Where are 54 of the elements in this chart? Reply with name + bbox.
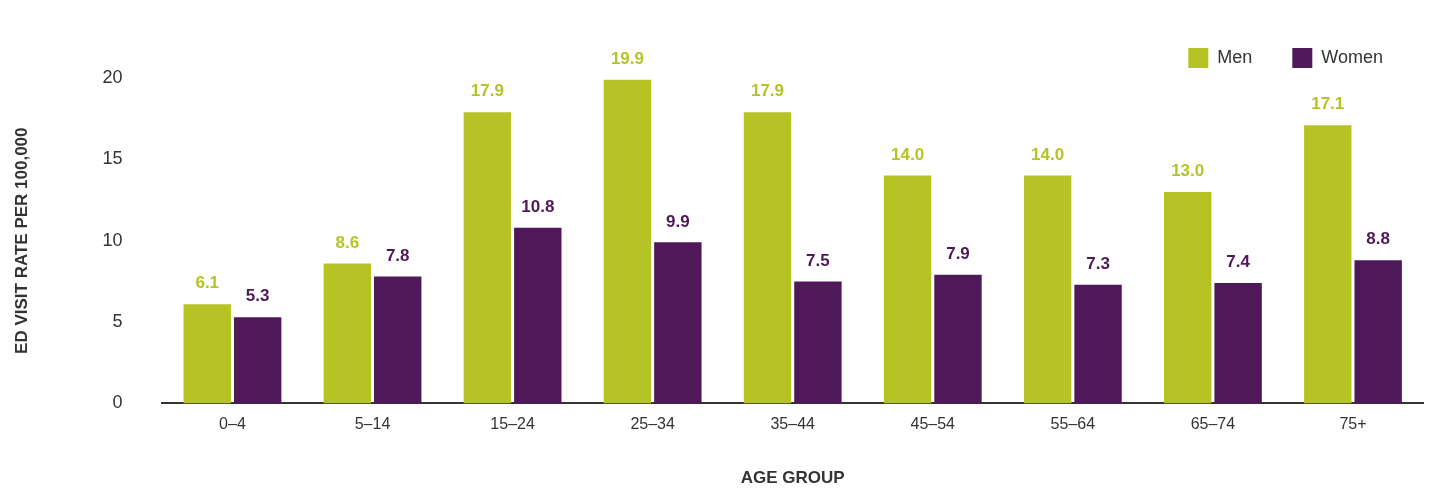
bar bbox=[374, 276, 422, 404]
data-label: 7.5 bbox=[806, 250, 830, 270]
legend-label: Women bbox=[1321, 46, 1384, 67]
data-label: 14.0 bbox=[891, 144, 925, 164]
data-label: 17.9 bbox=[470, 81, 504, 101]
bar bbox=[1304, 125, 1352, 404]
y-tick-label: 15 bbox=[102, 148, 123, 169]
bar bbox=[883, 175, 932, 404]
data-label: 7.9 bbox=[946, 244, 970, 264]
y-tick-label: 10 bbox=[102, 229, 123, 250]
bar bbox=[233, 317, 282, 404]
data-label: 5.3 bbox=[245, 286, 270, 306]
x-tick-label: 35–44 bbox=[770, 415, 816, 433]
bar bbox=[463, 112, 512, 404]
x-tick-label: 65–74 bbox=[1190, 415, 1236, 433]
x-tick-label: 15–24 bbox=[490, 415, 535, 433]
bar bbox=[183, 304, 231, 404]
x-tick-label: 55–64 bbox=[1050, 415, 1096, 433]
bar bbox=[1354, 260, 1402, 404]
x-tick-label: 0–4 bbox=[219, 415, 246, 433]
data-label: 17.9 bbox=[750, 81, 785, 101]
legend-label: Men bbox=[1217, 46, 1253, 67]
data-label: 14.0 bbox=[1031, 144, 1065, 164]
data-label: 7.3 bbox=[1086, 253, 1110, 273]
bar bbox=[1023, 175, 1072, 404]
bar bbox=[514, 227, 562, 404]
x-axis-title: AGE GROUP bbox=[740, 468, 845, 488]
y-tick-label: 20 bbox=[102, 66, 123, 87]
data-label: 10.8 bbox=[521, 196, 555, 216]
data-label: 19.9 bbox=[610, 48, 644, 68]
data-label: 7.8 bbox=[385, 245, 410, 265]
x-tick-label: 5–14 bbox=[354, 415, 391, 433]
bar bbox=[603, 79, 652, 404]
bar bbox=[794, 281, 842, 404]
data-label: 17.1 bbox=[1311, 94, 1345, 114]
bar bbox=[934, 274, 982, 404]
data-label: 8.8 bbox=[1366, 229, 1390, 249]
bar bbox=[1163, 191, 1212, 404]
data-label: 7.4 bbox=[1226, 252, 1251, 272]
data-label: 8.6 bbox=[335, 232, 360, 252]
bar bbox=[323, 263, 372, 404]
x-tick-label: 25–34 bbox=[630, 415, 675, 433]
bar bbox=[1074, 284, 1122, 404]
data-label: 6.1 bbox=[195, 273, 220, 293]
x-tick-label: 45–54 bbox=[910, 415, 956, 433]
bar bbox=[1214, 283, 1262, 404]
bar bbox=[743, 112, 792, 404]
data-label: 9.9 bbox=[666, 211, 690, 231]
x-tick-label: 75+ bbox=[1339, 415, 1367, 433]
y-axis-title: ED VISIT RATE PER 100,000 bbox=[11, 127, 31, 354]
y-tick-label: 0 bbox=[112, 392, 123, 413]
y-tick-label: 5 bbox=[112, 311, 123, 332]
bar bbox=[654, 242, 702, 404]
data-label: 13.0 bbox=[1171, 161, 1205, 181]
